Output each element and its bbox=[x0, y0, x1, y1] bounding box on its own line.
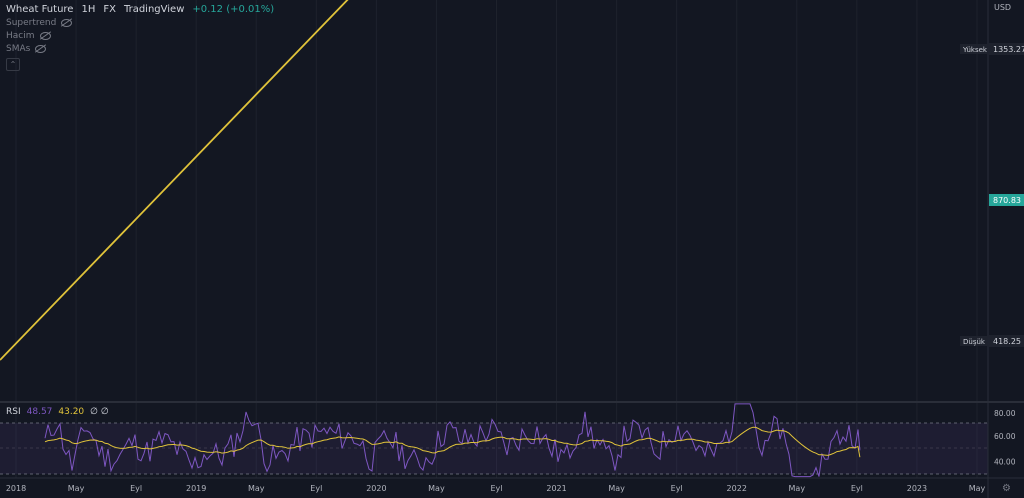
time-tick-label: 2022 bbox=[727, 484, 747, 493]
last-price-marker: 870.83 bbox=[989, 194, 1024, 206]
rsi-tick-label: 60.00 bbox=[994, 432, 1016, 441]
rsi-label: RSI bbox=[6, 407, 21, 417]
rsi-ma-value: 43.20 bbox=[58, 407, 85, 417]
trendline-solid bbox=[0, 0, 349, 361]
indicator-volume[interactable]: Hacim bbox=[6, 31, 51, 41]
time-tick-label: Eyl bbox=[851, 484, 863, 493]
rsi-extra: ∅ ∅ bbox=[90, 407, 109, 417]
settings-gear-icon[interactable]: ⚙ bbox=[1002, 483, 1011, 494]
hidden-eye-icon[interactable] bbox=[61, 19, 73, 27]
exchange: FX bbox=[103, 4, 116, 15]
time-tick-label: Eyl bbox=[310, 484, 322, 493]
time-tick-label: 2019 bbox=[186, 484, 206, 493]
time-tick-label: Eyl bbox=[671, 484, 683, 493]
chart-header: Wheat Future 1H FX TradingView +0.12 (+0… bbox=[6, 4, 274, 15]
rsi-ma-line bbox=[44, 426, 861, 458]
time-tick-label: May bbox=[68, 484, 85, 493]
rsi-axis: 80.00 60.00 40.00 bbox=[994, 409, 1016, 466]
rsi-tick-label: 80.00 bbox=[994, 409, 1016, 418]
price-grid bbox=[15, 0, 978, 478]
time-tick-label: May bbox=[428, 484, 445, 493]
time-tick-label: May bbox=[969, 484, 986, 493]
rsi-tick-label: 40.00 bbox=[994, 457, 1016, 466]
collapse-legend-button[interactable]: ⌃ bbox=[6, 58, 20, 71]
hidden-eye-icon[interactable] bbox=[39, 32, 51, 40]
indicator-supertrend[interactable]: Supertrend bbox=[6, 18, 73, 28]
high-label: Yüksek bbox=[962, 46, 988, 54]
low-value: 418.25 bbox=[993, 337, 1021, 346]
time-tick-label: May bbox=[248, 484, 265, 493]
time-tick-label: 2018 bbox=[6, 484, 26, 493]
high-value: 1353.27 bbox=[993, 45, 1024, 54]
rsi-value: 48.57 bbox=[26, 407, 53, 417]
low-marker: Düşük 418.25 bbox=[960, 335, 1024, 347]
rsi-band bbox=[0, 423, 988, 474]
time-tick-label: 2023 bbox=[907, 484, 927, 493]
time-tick-label: May bbox=[608, 484, 625, 493]
time-tick-label: 2020 bbox=[366, 484, 386, 493]
time-tick-label: 2021 bbox=[546, 484, 566, 493]
last-price-value: 870.83 bbox=[993, 196, 1021, 205]
price-change: +0.12 (+0.01%) bbox=[192, 4, 275, 15]
low-label: Düşük bbox=[963, 338, 986, 346]
symbol-name[interactable]: Wheat Future bbox=[6, 4, 74, 15]
time-tick-label: Eyl bbox=[490, 484, 502, 493]
currency-label[interactable]: USD bbox=[994, 3, 1012, 12]
data-source: TradingView bbox=[123, 4, 185, 15]
time-tick-label: Eyl bbox=[130, 484, 142, 493]
rsi-line bbox=[44, 403, 861, 478]
hidden-eye-icon[interactable] bbox=[35, 45, 47, 53]
rsi-legend[interactable]: RSI 48.57 43.20 ∅ ∅ bbox=[6, 407, 109, 417]
time-tick-label: May bbox=[789, 484, 806, 493]
time-axis: 2018 May Eyl 2019 May Eyl 2020 May Eyl 2021 May Eyl… bbox=[6, 484, 986, 493]
high-marker: Yüksek 1353.27 bbox=[960, 43, 1024, 55]
interval[interactable]: 1H bbox=[81, 4, 96, 15]
indicator-smas[interactable]: SMAs bbox=[6, 44, 47, 54]
